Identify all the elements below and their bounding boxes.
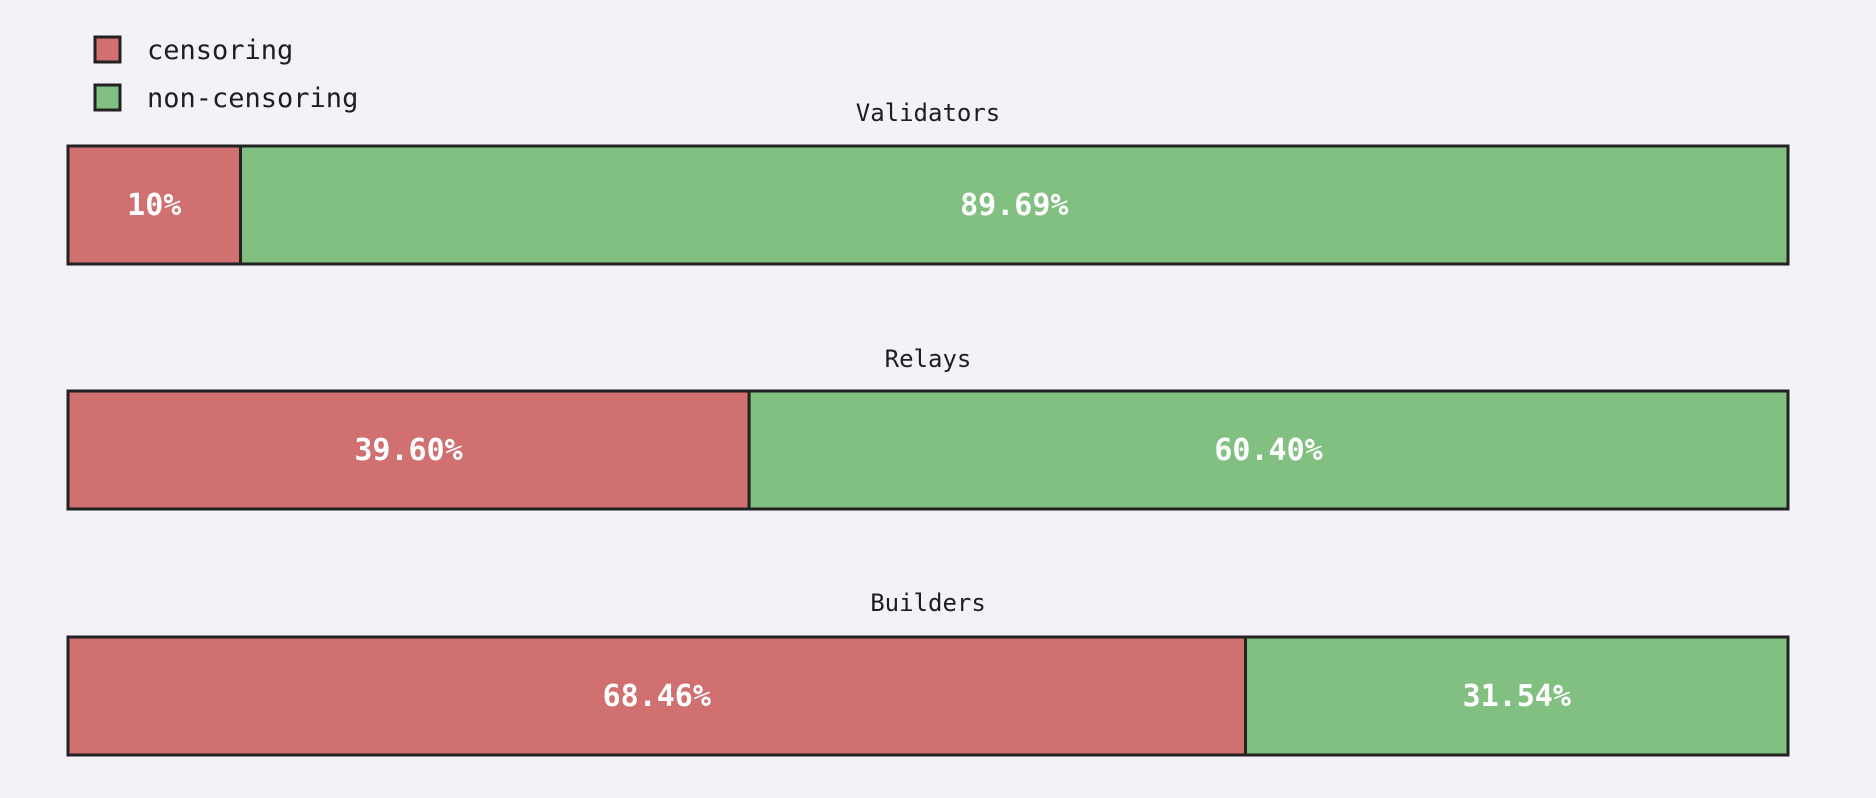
bar-segment-non-censoring	[1244, 635, 1790, 757]
bar-segment-label: 39.60%	[354, 433, 462, 468]
bar-relays: Relays 39.60% 60.40%	[66, 345, 1790, 511]
legend-label-censoring: censoring	[147, 35, 293, 66]
bar-segment-censoring	[66, 389, 751, 511]
legend-label-non-censoring: non-censoring	[147, 83, 358, 114]
bar-validators: Validators 10% 89.69%	[66, 99, 1790, 266]
bar-title: Relays	[885, 345, 972, 373]
bars-group: Validators 10% 89.69% Relays 39.60% 60.40% Bui…	[66, 99, 1790, 757]
legend-swatch-non-censoring	[93, 83, 122, 112]
bar-title: Builders	[870, 589, 986, 617]
legend-swatch-censoring	[93, 35, 122, 64]
bar-segment-non-censoring	[239, 144, 1790, 266]
bar-segment-label: 10%	[127, 188, 181, 223]
bar-segment-label: 89.69%	[960, 188, 1068, 223]
legend: censoring non-censoring	[93, 35, 358, 114]
bar-segment-censoring	[66, 144, 243, 266]
bar-segment-label: 68.46%	[603, 679, 711, 714]
bar-title: Validators	[856, 99, 1001, 127]
bar-segment-label: 60.40%	[1214, 433, 1322, 468]
bar-builders: Builders 68.46% 31.54%	[66, 589, 1790, 757]
bar-segment-censoring	[66, 635, 1248, 757]
bar-segment-label: 31.54%	[1463, 679, 1571, 714]
bar-segment-non-censoring	[747, 389, 1790, 511]
